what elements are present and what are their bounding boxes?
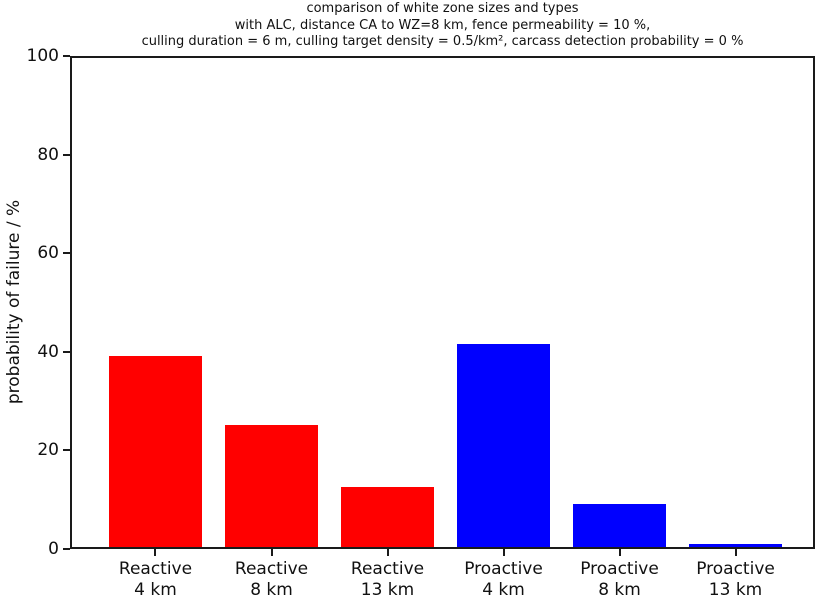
x-axis-tick-label-line: 4 km xyxy=(482,580,525,600)
x-axis-tick-mark xyxy=(502,549,505,556)
y-axis-tick-label: 60 xyxy=(37,243,59,264)
y-axis-tick-label: 20 xyxy=(37,440,59,461)
y-axis-label: probability of failure / % xyxy=(4,199,24,405)
x-axis-tick-label-line: 8 km xyxy=(250,580,293,600)
chart-title: comparison of white zone sizes and types… xyxy=(70,1,815,51)
x-axis-tick-label-line: 8 km xyxy=(598,580,641,600)
x-axis-tick-mark xyxy=(386,549,389,556)
x-axis-tick-label-line: 4 km xyxy=(134,580,177,600)
x-axis-tick-mark xyxy=(270,549,273,556)
y-axis-tick-mark xyxy=(63,55,70,57)
chart-title-line-1: comparison of white zone sizes and types xyxy=(306,1,579,16)
y-axis-tick-mark xyxy=(63,252,70,255)
x-axis-tick-label: Reactive 4 km xyxy=(90,559,220,600)
x-axis-tick-label-line: Reactive xyxy=(234,559,309,579)
x-axis-tick-mark xyxy=(618,549,621,556)
bar-proactive-4km xyxy=(457,343,550,549)
x-axis-tick-label: Reactive 8 km xyxy=(207,559,337,600)
chart-title-line-2: with ALC, distance CA to WZ=8 km, fence … xyxy=(234,17,651,33)
y-axis-tick-mark xyxy=(63,350,70,353)
bar-reactive-13km xyxy=(341,486,434,549)
x-axis-tick-label: Proactive 13 km xyxy=(671,559,801,600)
x-axis-tick-label-line: Reactive xyxy=(118,559,193,579)
bar-proactive-8km xyxy=(573,504,666,549)
y-axis-tick-label: 80 xyxy=(37,144,59,165)
x-axis-tick-label-line: 13 km xyxy=(708,580,763,600)
y-axis-tick-mark xyxy=(63,153,70,156)
x-axis-tick-label: Proactive 8 km xyxy=(555,559,685,600)
y-axis-tick-mark xyxy=(63,548,70,550)
x-axis-tick-label-line: Proactive xyxy=(696,559,775,579)
x-axis-tick-label-line: Reactive xyxy=(350,559,425,579)
bar-reactive-4km xyxy=(109,355,202,549)
x-axis-tick-label-line: Proactive xyxy=(464,559,543,579)
x-axis-tick-label-line: Proactive xyxy=(580,559,659,579)
x-axis-tick-label-line: 13 km xyxy=(360,580,415,600)
chart-title-line-3: culling duration = 6 m, culling target d… xyxy=(141,34,744,49)
y-axis-tick-label: 100 xyxy=(26,46,59,66)
bar-proactive-13km xyxy=(689,544,782,549)
x-axis-tick-label: Reactive 13 km xyxy=(323,559,453,600)
x-axis-tick-mark xyxy=(154,549,157,556)
y-axis-tick-label: 40 xyxy=(37,341,59,362)
x-axis-tick-mark xyxy=(734,549,737,556)
x-axis-tick-label: Proactive 4 km xyxy=(439,559,569,600)
bar-reactive-8km xyxy=(225,425,318,549)
y-axis-tick-mark xyxy=(63,449,70,452)
y-axis-tick-label: 0 xyxy=(48,539,59,559)
